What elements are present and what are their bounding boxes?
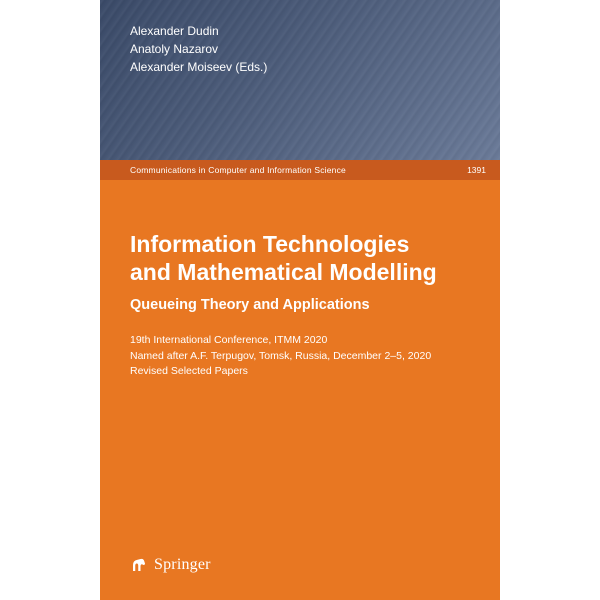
publisher-name: Springer	[154, 556, 211, 574]
editors-block: Alexander Dudin Anatoly Nazarov Alexande…	[130, 22, 267, 76]
conference-details: 19th International Conference, ITMM 2020…	[130, 333, 476, 380]
conf-line: Revised Selected Papers	[130, 364, 476, 380]
conf-line: 19th International Conference, ITMM 2020	[130, 333, 476, 349]
editor-name: Anatoly Nazarov	[130, 40, 267, 58]
series-number: 1391	[467, 165, 486, 175]
editor-name: Alexander Dudin	[130, 22, 267, 40]
series-bar: Communications in Computer and Informati…	[100, 160, 500, 180]
conf-line: Named after A.F. Terpugov, Tomsk, Russia…	[130, 349, 476, 365]
main-orange-panel: Information Technologies and Mathematica…	[100, 180, 500, 600]
series-name: Communications in Computer and Informati…	[130, 165, 346, 175]
title-line: and Mathematical Modelling	[130, 259, 437, 285]
book-title: Information Technologies and Mathematica…	[130, 230, 476, 286]
book-cover: Alexander Dudin Anatoly Nazarov Alexande…	[100, 0, 500, 600]
title-block: Information Technologies and Mathematica…	[130, 230, 476, 380]
title-line: Information Technologies	[130, 231, 409, 257]
editor-name: Alexander Moiseev (Eds.)	[130, 58, 267, 76]
top-photo-band: Alexander Dudin Anatoly Nazarov Alexande…	[100, 0, 500, 160]
springer-horse-icon	[130, 556, 148, 574]
book-subtitle: Queueing Theory and Applications	[130, 296, 476, 315]
publisher-block: Springer	[130, 556, 211, 574]
